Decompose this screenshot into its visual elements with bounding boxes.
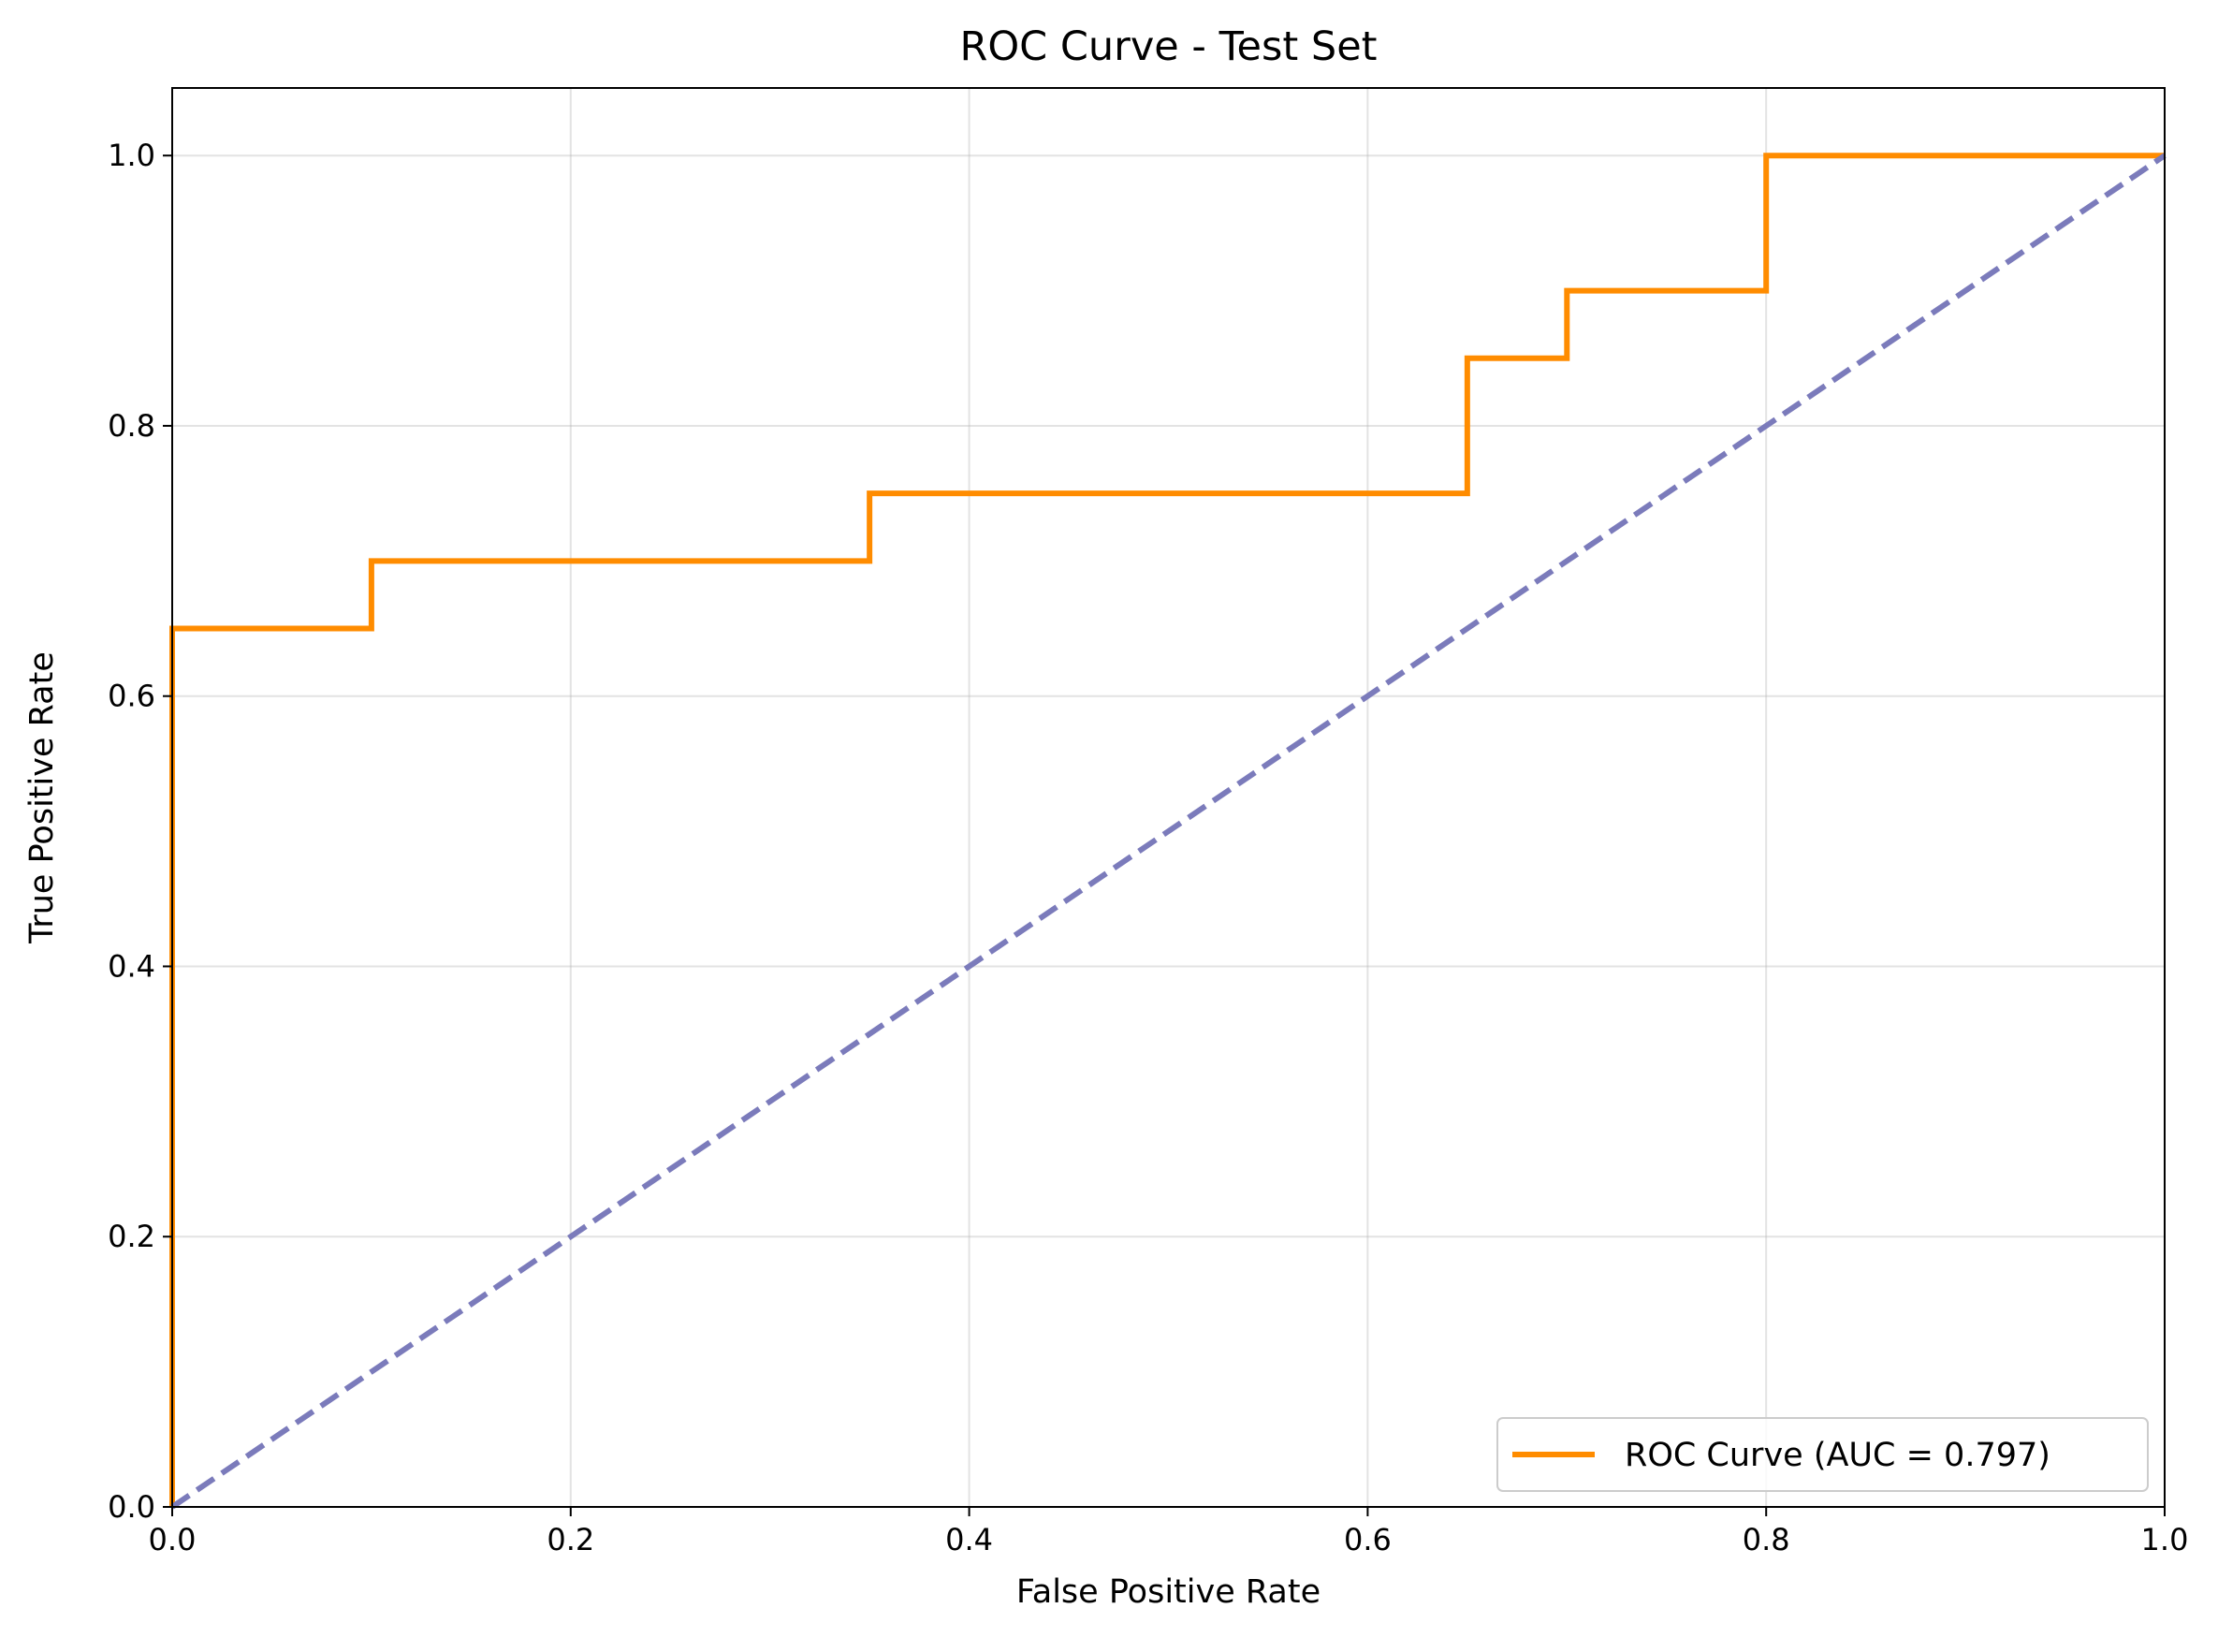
y-axis-title: True Positive Rate — [23, 651, 61, 944]
chance-diagonal-line — [170, 153, 2167, 1510]
legend: ROC Curve (AUC = 0.797) — [1496, 1417, 2149, 1492]
plot-frame — [171, 87, 2166, 1508]
axis-ticks: 0.0 0.2 0.4 0.6 0.8 1.0 0.0 0.2 0.4 0.6 0.8 1.0 — [108, 138, 2188, 1557]
x-tick-label-2: 0.4 — [945, 1522, 993, 1557]
x-tick-label-0: 0.0 — [149, 1522, 197, 1557]
legend-label-roc: ROC Curve (AUC = 0.797) — [1625, 1437, 2050, 1474]
y-tick-label-1: 0.2 — [108, 1219, 155, 1254]
series-layer — [169, 153, 2167, 1510]
x-tick-label-3: 0.6 — [1344, 1522, 1392, 1557]
roc-curve-line — [169, 153, 2165, 1507]
x-axis-title: False Positive Rate — [1016, 1573, 1321, 1611]
y-tick-label-0: 0.0 — [108, 1489, 155, 1525]
chart-title: ROC Curve - Test Set — [959, 23, 1377, 70]
x-tick-label-5: 1.0 — [2141, 1522, 2189, 1557]
y-tick-label-2: 0.4 — [108, 948, 155, 984]
x-tick-label-1: 0.2 — [547, 1522, 594, 1557]
y-tick-label-4: 0.8 — [108, 408, 155, 444]
y-tick-label-5: 1.0 — [108, 138, 155, 173]
y-tick-label-3: 0.6 — [108, 679, 155, 714]
legend-box — [1496, 1417, 2149, 1492]
x-tick-label-4: 0.8 — [1743, 1522, 1790, 1557]
